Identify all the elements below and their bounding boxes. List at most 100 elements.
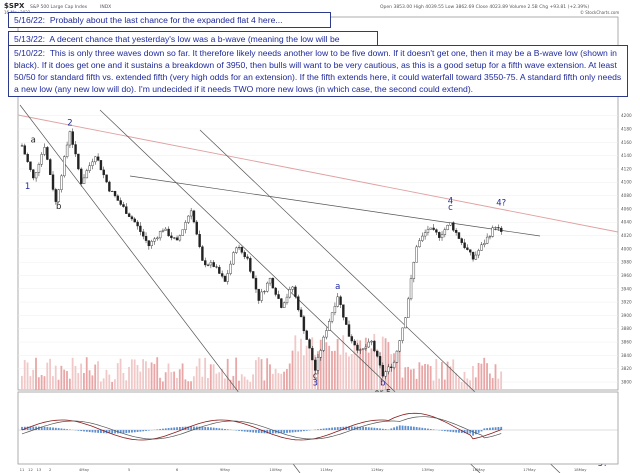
- volume-bar: [153, 363, 156, 390]
- candle-body: [443, 229, 447, 235]
- candle-body: [60, 175, 63, 190]
- macd-histogram-bar: [209, 427, 212, 430]
- y-tick-label: 3920: [621, 300, 632, 305]
- candle-body: [125, 206, 128, 214]
- y-tick-label: 4160: [621, 140, 632, 145]
- candle-body: [232, 252, 235, 265]
- candle-body: [454, 230, 458, 233]
- macd-histogram-bar: [407, 426, 410, 430]
- macd-line: [21, 412, 502, 441]
- candle-body: [395, 350, 399, 363]
- macd-histogram-bar: [297, 430, 300, 432]
- volume-bar: [164, 372, 167, 390]
- macd-histogram-bar: [398, 425, 401, 430]
- candle-body: [48, 159, 52, 175]
- volume-bar: [195, 366, 198, 390]
- volume-bar: [263, 380, 266, 390]
- volume-bar: [345, 352, 347, 390]
- volume-bar: [449, 366, 452, 390]
- volume-bar: [325, 342, 328, 390]
- macd-histogram-bar: [491, 427, 494, 430]
- macd-histogram-bar: [35, 426, 37, 430]
- macd-histogram-bar: [393, 427, 396, 430]
- macd-histogram-bar: [331, 427, 333, 430]
- y-tick-label: 4040: [621, 220, 632, 225]
- candle-body: [71, 131, 74, 145]
- candle-body: [469, 249, 472, 253]
- price-grid: [18, 115, 618, 383]
- candle-body: [243, 252, 246, 258]
- resistance-line: [17, 114, 619, 233]
- macd-histogram-bar: [384, 429, 387, 430]
- macd-histogram-bar: [111, 430, 114, 434]
- volume-bar: [43, 376, 46, 390]
- volume-bar: [426, 364, 429, 390]
- volume-bar: [415, 378, 418, 390]
- candle-body: [189, 210, 193, 217]
- volume-bar: [176, 377, 178, 390]
- wave-label: 4: [448, 197, 453, 207]
- macd-histogram-bar: [21, 426, 23, 430]
- volume-bar: [342, 335, 345, 390]
- volume-bar: [97, 361, 99, 390]
- volume-bar: [102, 378, 105, 390]
- candle-body: [102, 169, 105, 176]
- macd-histogram-bar: [246, 430, 249, 432]
- candle-body: [361, 348, 365, 350]
- volume-bar: [466, 378, 469, 390]
- candle-body: [133, 218, 136, 223]
- volume-bar: [393, 353, 395, 390]
- candle-body: [29, 161, 32, 170]
- volume-bar: [99, 381, 102, 390]
- macd-histogram-bar: [418, 427, 421, 430]
- candle-body: [497, 227, 500, 229]
- volume-bar: [390, 354, 393, 390]
- macd-histogram-bar: [286, 430, 288, 433]
- y-tick-label: 3860: [621, 340, 632, 345]
- volume-bar: [29, 376, 32, 390]
- note-date: 5/16/22:: [14, 15, 46, 25]
- candle-body: [500, 227, 503, 232]
- volume-bar: [136, 365, 139, 390]
- volume-bar: [178, 369, 181, 390]
- macd-histogram-bar: [54, 427, 57, 430]
- candle-body: [339, 296, 342, 305]
- macd-histogram-bar: [291, 430, 294, 433]
- volume-bar: [111, 381, 114, 390]
- candle-body: [198, 234, 201, 247]
- candle-body: [367, 341, 370, 348]
- volume-bar: [77, 373, 80, 390]
- volume-bar: [130, 359, 133, 390]
- macd-histogram-bar: [187, 426, 190, 430]
- candle-body: [350, 336, 354, 342]
- candle-body: [268, 278, 272, 284]
- candle-body: [150, 241, 153, 247]
- macd-histogram-bar: [40, 426, 43, 430]
- volume-bar: [119, 358, 122, 390]
- candle-body: [297, 296, 300, 311]
- candle-body: [471, 251, 475, 260]
- macd-indicator: [18, 412, 618, 441]
- volume-bar: [297, 351, 300, 390]
- volume-bar: [429, 366, 432, 390]
- volume-bar: [274, 368, 277, 390]
- volume-bar: [353, 344, 356, 390]
- macd-histogram-bar: [176, 427, 178, 430]
- index-name: S&P 500 Large Cap Index: [30, 4, 88, 10]
- candle-body: [266, 282, 269, 292]
- candle-body: [20, 145, 24, 147]
- volume-bar: [277, 373, 280, 390]
- macd-histogram-bar: [365, 427, 367, 430]
- macd-histogram-bar: [469, 430, 472, 434]
- candle-body: [404, 317, 407, 329]
- candle-body: [313, 359, 317, 371]
- candle-body: [347, 324, 351, 337]
- candle-body: [291, 286, 294, 290]
- candle-body: [460, 238, 463, 243]
- volume-bar: [91, 375, 94, 390]
- y-tick-label: 4180: [621, 126, 632, 131]
- mid-trendline: [129, 175, 541, 237]
- candle-body: [299, 309, 303, 317]
- macd-histogram-bar: [145, 430, 147, 431]
- volume-bar: [204, 357, 207, 390]
